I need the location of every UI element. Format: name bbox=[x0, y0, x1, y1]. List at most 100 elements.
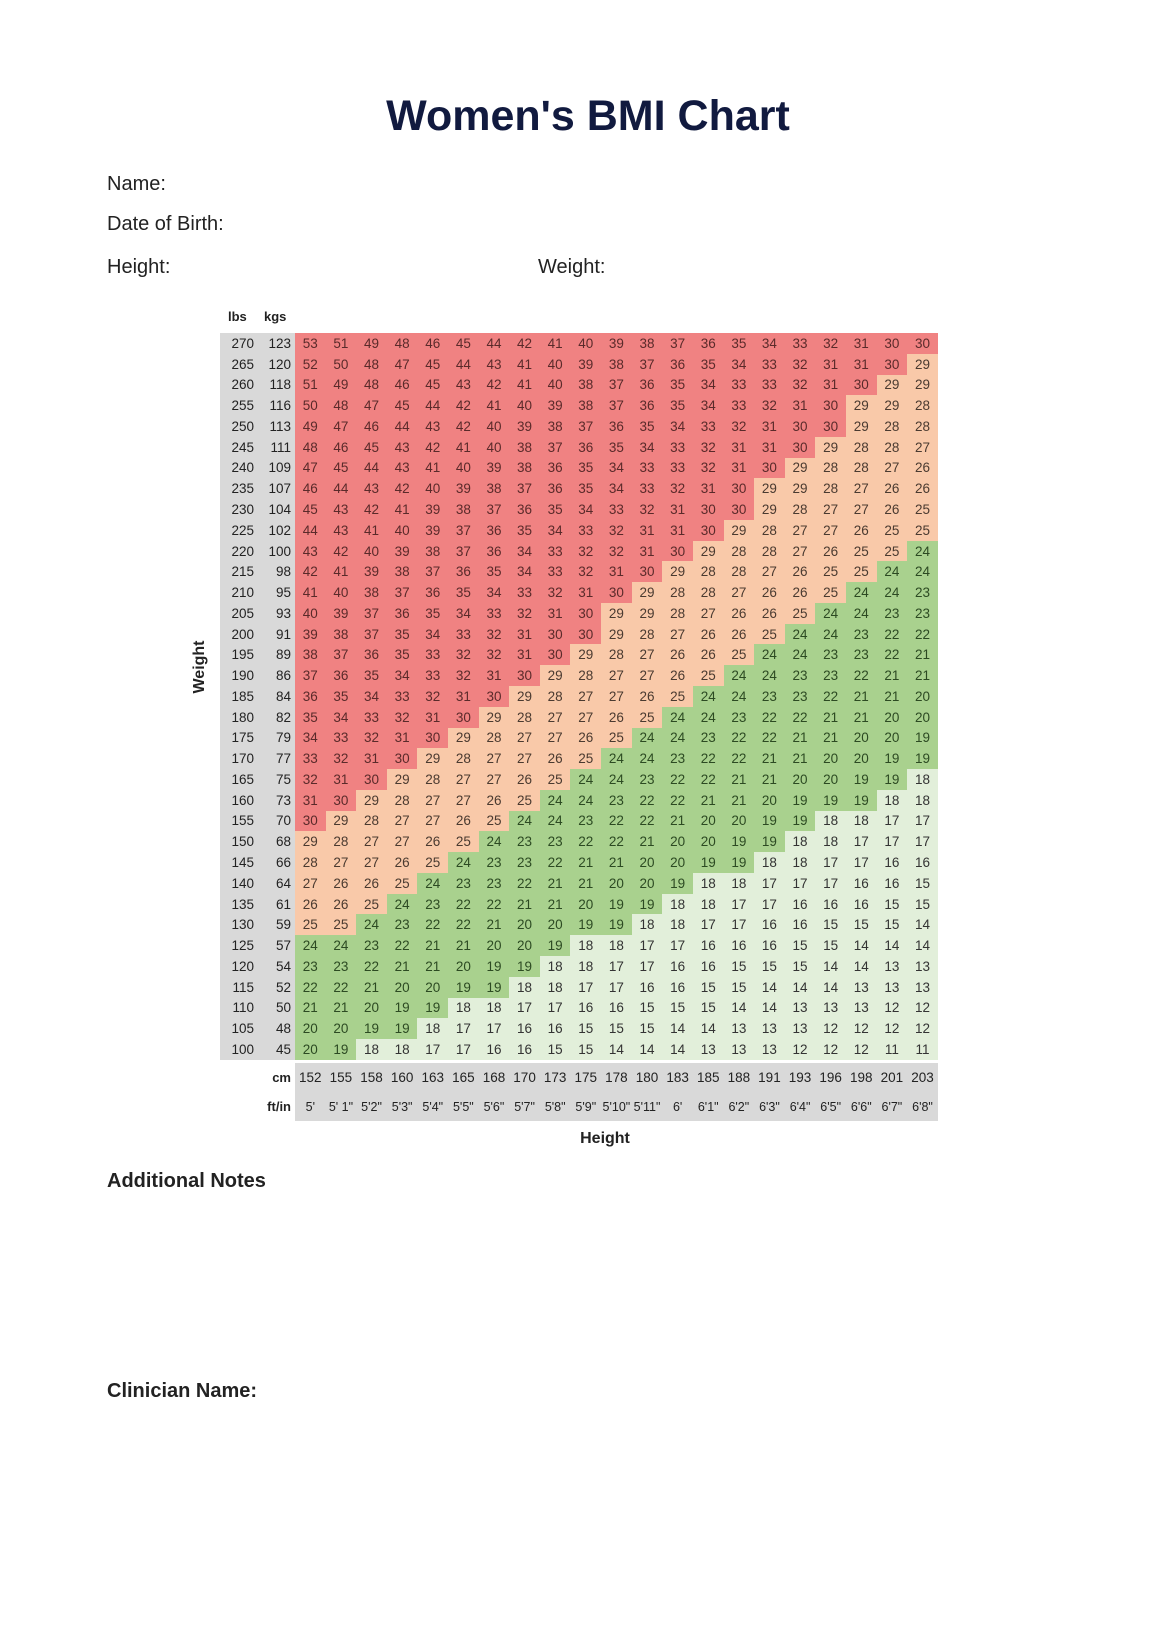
bmi-cell: 29 bbox=[723, 519, 755, 541]
bmi-cell: 27 bbox=[478, 748, 510, 770]
bmi-cell: 35 bbox=[539, 499, 571, 520]
bmi-cell: 27 bbox=[539, 727, 571, 749]
lbs-cell: 260 bbox=[220, 374, 258, 396]
bmi-cell: 26 bbox=[478, 789, 510, 811]
bmi-cell: 25 bbox=[662, 686, 693, 707]
bmi-cell: 15 bbox=[539, 1039, 571, 1060]
bmi-cell: 35 bbox=[417, 602, 449, 624]
bmi-cell: 49 bbox=[325, 374, 357, 396]
bmi-cell: 33 bbox=[723, 374, 755, 396]
bmi-cell: 28 bbox=[386, 789, 418, 811]
kgs-cell: 89 bbox=[258, 644, 295, 666]
bmi-cell: 26 bbox=[723, 623, 755, 645]
cm-cell: 173 bbox=[539, 1063, 571, 1092]
bmi-cell: 22 bbox=[723, 748, 755, 770]
bmi-cell: 14 bbox=[754, 997, 785, 1019]
bmi-cell: 30 bbox=[692, 499, 724, 520]
bmi-cell: 29 bbox=[907, 374, 938, 396]
bmi-cell: 18 bbox=[539, 955, 571, 977]
bmi-cell: 27 bbox=[907, 436, 938, 458]
bmi-cell: 38 bbox=[570, 395, 602, 417]
bmi-cell: 19 bbox=[845, 769, 877, 790]
bmi-cell: 17 bbox=[478, 1018, 510, 1040]
kgs-cell: 52 bbox=[258, 976, 295, 998]
bmi-cell: 22 bbox=[692, 769, 724, 790]
bmi-cell: 30 bbox=[692, 519, 724, 541]
table-row: 195 89 38 37 36 35 33 32 32 31 30 29 28 27 26 26 25 24 24 2… bbox=[220, 644, 938, 666]
bmi-cell: 25 bbox=[601, 727, 632, 749]
ftin-cell: 6'8" bbox=[907, 1092, 938, 1121]
bmi-cell: 37 bbox=[356, 602, 387, 624]
lbs-cell: 120 bbox=[220, 955, 258, 977]
bmi-cell: 24 bbox=[845, 582, 877, 603]
bmi-cell: 38 bbox=[295, 644, 326, 666]
bmi-cell: 44 bbox=[448, 353, 479, 375]
lbs-cell: 150 bbox=[220, 831, 258, 853]
bmi-cell: 43 bbox=[325, 519, 357, 541]
bmi-cell: 26 bbox=[754, 602, 785, 624]
lbs-cell: 200 bbox=[220, 623, 258, 645]
bmi-cell: 18 bbox=[845, 810, 877, 832]
bmi-cell: 12 bbox=[876, 997, 908, 1019]
bmi-cell: 25 bbox=[570, 748, 602, 770]
bmi-cell: 17 bbox=[570, 976, 602, 998]
bmi-cell: 30 bbox=[907, 333, 938, 354]
bmi-cell: 35 bbox=[662, 374, 693, 396]
bmi-cell: 26 bbox=[295, 893, 326, 915]
bmi-cell: 29 bbox=[570, 644, 602, 666]
bmi-cell: 14 bbox=[907, 914, 938, 936]
y-axis-label: Weight bbox=[191, 640, 208, 694]
kgs-cell: 123 bbox=[258, 333, 295, 354]
clinician-name-label: Clinician Name: bbox=[107, 1380, 258, 1402]
bmi-cell: 40 bbox=[539, 353, 571, 375]
bmi-cell: 32 bbox=[570, 561, 602, 583]
bmi-cell: 21 bbox=[815, 706, 846, 728]
bmi-cell: 16 bbox=[539, 1018, 571, 1040]
bmi-cell: 46 bbox=[325, 436, 357, 458]
bmi-cell: 35 bbox=[570, 457, 602, 479]
kgs-cell: 79 bbox=[258, 727, 295, 749]
bmi-cell: 31 bbox=[723, 436, 755, 458]
bmi-cell: 41 bbox=[509, 353, 540, 375]
bmi-cell: 53 bbox=[295, 333, 326, 354]
bmi-cell: 24 bbox=[386, 893, 418, 915]
table-row: 140 64 27 26 26 25 24 23 23 22 21 21 20 20 19 18 18 17 17 1… bbox=[220, 872, 938, 894]
bmi-cell: 31 bbox=[417, 706, 449, 728]
bmi-cell: 13 bbox=[723, 1018, 755, 1040]
bmi-cell: 43 bbox=[386, 457, 418, 479]
bmi-cell: 33 bbox=[570, 519, 602, 541]
bmi-cell: 35 bbox=[631, 416, 663, 437]
bmi-cell: 29 bbox=[478, 706, 510, 728]
bmi-cell: 20 bbox=[325, 1018, 357, 1040]
ftin-row: ft/in 5' 5' 1" 5'2" 5'3" 5'4" 5'5" 5'6" 5'7" 5'8… bbox=[220, 1092, 938, 1121]
bmi-cell: 51 bbox=[325, 333, 357, 354]
cm-cell: 198 bbox=[845, 1063, 877, 1092]
bmi-cell: 24 bbox=[601, 769, 632, 790]
bmi-cell: 41 bbox=[539, 333, 571, 354]
bmi-cell: 44 bbox=[356, 457, 387, 479]
bmi-cell: 26 bbox=[570, 727, 602, 749]
bmi-cell: 31 bbox=[570, 582, 602, 603]
table-row: 160 73 31 30 29 28 27 27 26 25 24 24 23 22 22 21 21 20 19 1… bbox=[220, 789, 938, 811]
bmi-cell: 23 bbox=[478, 852, 510, 873]
bmi-cell: 19 bbox=[601, 893, 632, 915]
bmi-cell: 16 bbox=[784, 893, 816, 915]
bmi-cell: 27 bbox=[784, 519, 816, 541]
bmi-cell: 38 bbox=[509, 436, 540, 458]
table-row: 145 66 28 27 27 26 25 24 23 23 22 21 21 20 20 19 19 18 18 1… bbox=[220, 852, 938, 873]
bmi-cell: 19 bbox=[478, 955, 510, 977]
bmi-cell: 13 bbox=[845, 997, 877, 1019]
lbs-cell: 115 bbox=[220, 976, 258, 998]
bmi-cell: 24 bbox=[631, 727, 663, 749]
bmi-cell: 38 bbox=[570, 374, 602, 396]
bmi-cell: 14 bbox=[601, 1039, 632, 1060]
bmi-cell: 26 bbox=[784, 561, 816, 583]
bmi-cell: 22 bbox=[784, 706, 816, 728]
bmi-cell: 14 bbox=[662, 1018, 693, 1040]
bmi-cell: 26 bbox=[876, 499, 908, 520]
table-row: 155 70 30 29 28 27 27 26 25 24 24 23 22 22 21 20 20 19 19 1… bbox=[220, 810, 938, 832]
bmi-cell: 29 bbox=[754, 478, 785, 500]
bmi-cell: 34 bbox=[509, 561, 540, 583]
bmi-cell: 23 bbox=[601, 789, 632, 811]
page-title: Women's BMI Chart bbox=[386, 92, 790, 140]
